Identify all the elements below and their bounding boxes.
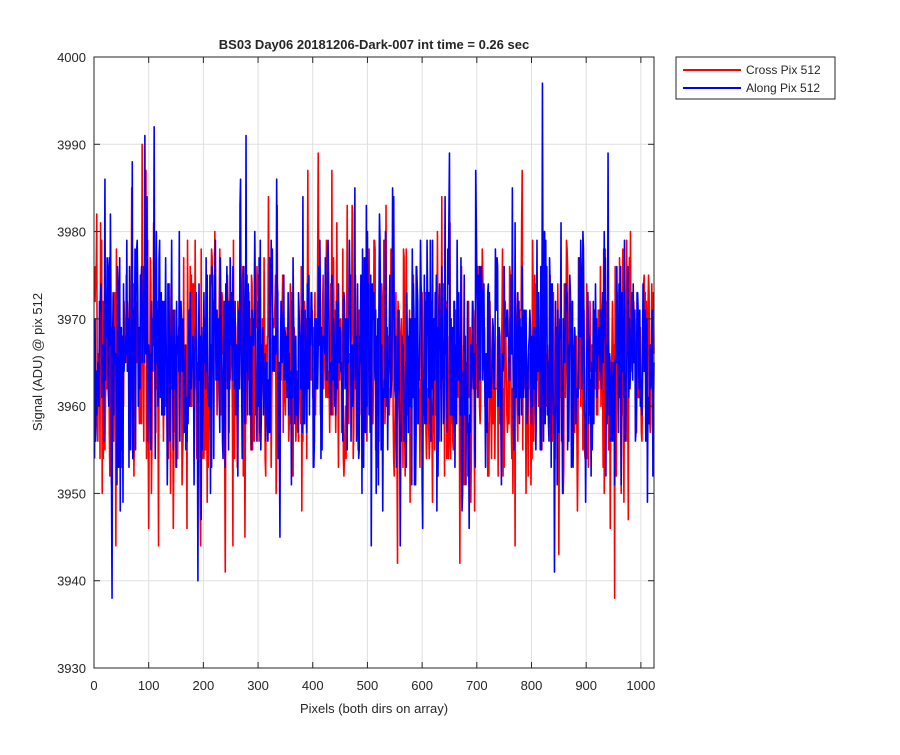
- y-axis-label: Signal (ADU) @ pix 512: [30, 293, 45, 431]
- x-tick-label: 800: [521, 678, 543, 693]
- y-tick-label: 3940: [57, 574, 86, 589]
- x-tick-label: 600: [411, 678, 433, 693]
- x-tick-label: 900: [575, 678, 597, 693]
- x-axis-ticks: 0 100 200 300 400 500 600 700 800 900 1000: [90, 57, 655, 693]
- plot-frame: [93, 56, 655, 669]
- x-tick-label: 300: [247, 678, 269, 693]
- y-tick-label: 3960: [57, 399, 86, 414]
- x-tick-label: 700: [466, 678, 488, 693]
- y-tick-label: 3970: [57, 312, 86, 327]
- legend-label-along: Along Pix 512: [746, 81, 820, 95]
- legend-box: [675, 56, 836, 100]
- x-tick-label: 400: [302, 678, 324, 693]
- y-axis-ticks: 3930 3940 3950 3960 3970 3980 3990 4000: [57, 50, 654, 676]
- chart-title: BS03 Day06 20181206-Dark-007 int time = …: [219, 37, 529, 52]
- legend-label-cross: Cross Pix 512: [746, 63, 821, 77]
- y-tick-label: 4000: [57, 50, 86, 65]
- x-axis-label: Pixels (both dirs on array): [300, 701, 448, 716]
- series-layer: [93, 82, 655, 599]
- y-tick-label: 3950: [57, 486, 86, 501]
- x-tick-label: 0: [90, 678, 97, 693]
- x-tick-label: 1000: [626, 678, 655, 693]
- y-tick-label: 3980: [57, 225, 86, 240]
- y-tick-label: 3990: [57, 137, 86, 152]
- series-line-along-pix-512: [93, 82, 655, 599]
- legend: Cross Pix 512 Along Pix 512: [675, 56, 836, 100]
- x-tick-label: 200: [193, 678, 215, 693]
- y-tick-label: 3930: [57, 661, 86, 676]
- x-tick-label: 500: [357, 678, 379, 693]
- x-tick-label: 100: [138, 678, 160, 693]
